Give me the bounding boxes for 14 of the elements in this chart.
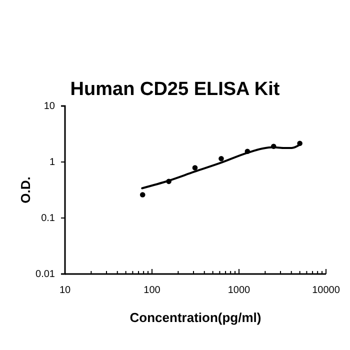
x-axis-title: Concentration(pg/ml) xyxy=(130,310,262,325)
point xyxy=(192,165,198,170)
point xyxy=(140,192,146,198)
x-tick-label: 10 xyxy=(59,285,71,296)
x-tick-label: 1000 xyxy=(228,285,251,296)
y-axis-title: O.D. xyxy=(18,176,33,204)
y-tick-label: 0.01 xyxy=(36,269,56,280)
y-tick-label: 10 xyxy=(44,101,56,112)
x-tick-label: 10000 xyxy=(312,285,340,296)
y-tick-label: 0.1 xyxy=(41,213,56,224)
chart-title: Human CD25 ELISA Kit xyxy=(70,79,280,100)
y-tick-label: 1 xyxy=(49,157,56,168)
point xyxy=(218,156,224,162)
x-tick-label: 100 xyxy=(144,285,161,296)
